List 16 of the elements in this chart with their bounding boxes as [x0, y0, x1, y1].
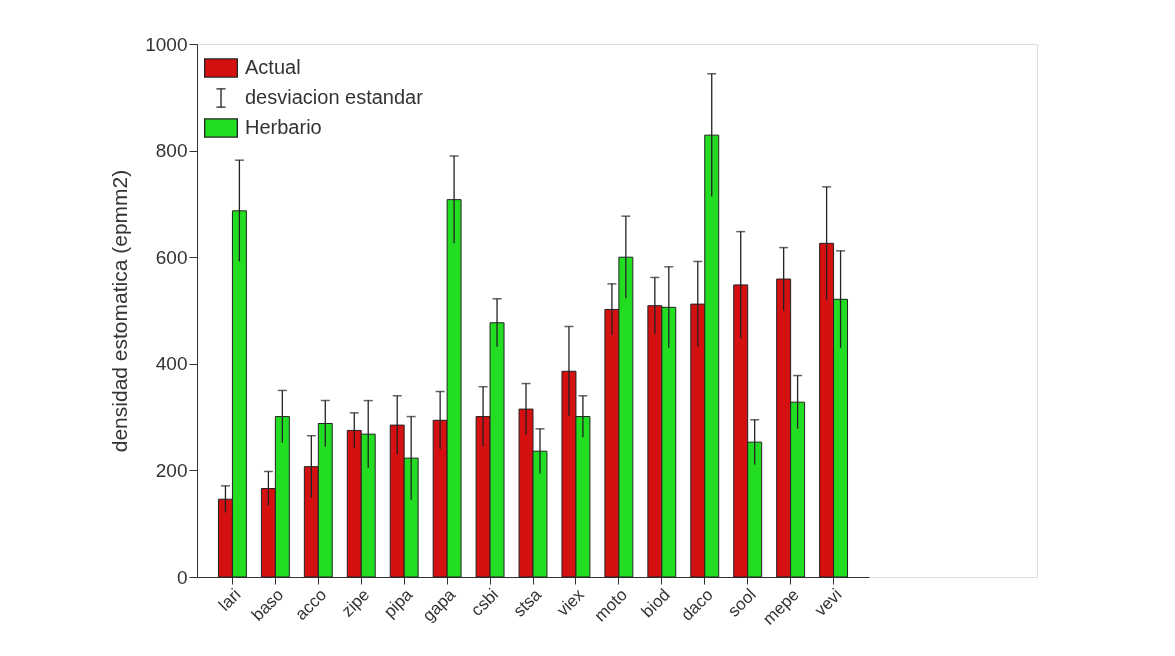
x-tick-label: vevi [810, 585, 846, 620]
y-tick-label: 200 [155, 459, 188, 481]
x-tick-label: viex [553, 584, 589, 620]
y-tick-label: 400 [155, 353, 188, 375]
x-tick-label: stsa [509, 584, 546, 621]
y-axis-title: densidad estomatica (epmm2) [108, 169, 132, 453]
annotation: desviacion estandar [245, 86, 424, 108]
x-tick-label: zipe [337, 585, 374, 621]
legend-label: Actual [245, 56, 301, 78]
y-tick-label: 1000 [145, 33, 188, 55]
x-tick-label: lari [214, 585, 245, 615]
x-tick-label: csbi [467, 585, 503, 620]
legend-label: Herbario [245, 116, 322, 138]
y-tick-label: 600 [155, 246, 188, 268]
y-tick-label: 800 [155, 140, 188, 162]
y-tick-label: 0 [176, 566, 188, 588]
